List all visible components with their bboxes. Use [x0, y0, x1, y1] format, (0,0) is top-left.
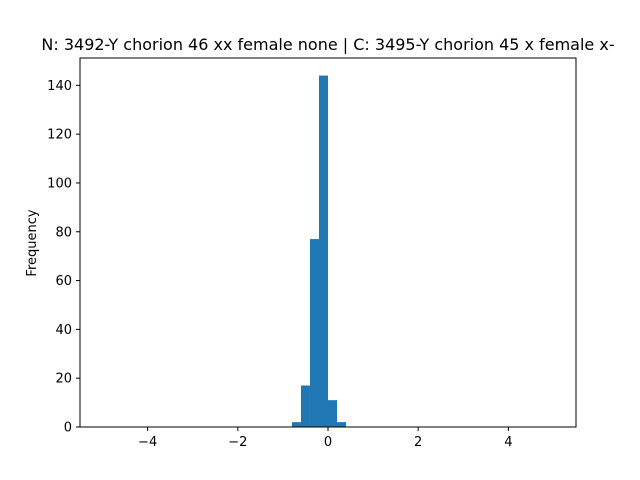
x-tick-label: 0 [324, 435, 332, 450]
y-tick-label: 20 [55, 372, 72, 387]
y-tick-label: 100 [47, 176, 72, 191]
y-tick-label: 40 [55, 323, 72, 338]
histogram-bar [337, 422, 347, 427]
histogram-bar [309, 239, 319, 427]
x-axis: −4 −2 0 2 4 [138, 427, 513, 450]
x-tick-label: −4 [138, 435, 157, 450]
y-tick-label: 140 [47, 79, 72, 94]
histogram-bar [318, 75, 328, 428]
histogram-bar [291, 422, 301, 427]
chart-title: N: 3492-Y chorion 46 xx female none | C:… [41, 35, 614, 54]
histogram-bar [328, 400, 338, 427]
y-tick-label: 60 [55, 274, 72, 289]
y-tick-label: 0 [64, 421, 72, 436]
y-tick-label: 120 [47, 128, 72, 143]
y-axis-label: Frequency [25, 209, 40, 276]
bars-group [291, 75, 347, 428]
y-tick-label: 80 [55, 225, 72, 240]
x-tick-label: 2 [414, 435, 422, 450]
y-axis: 0 20 40 60 80 100 120 140 [47, 79, 80, 436]
histogram-bar [300, 385, 310, 427]
x-tick-label: −2 [228, 435, 247, 450]
x-tick-label: 4 [504, 435, 512, 450]
